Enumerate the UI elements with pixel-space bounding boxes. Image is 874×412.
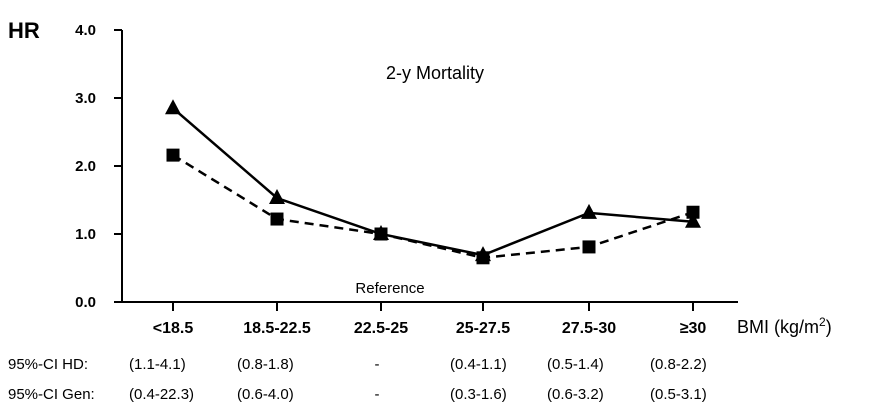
ci-cell: (0.3-1.6) bbox=[450, 386, 507, 403]
y-tick-label: 4.0 bbox=[75, 22, 96, 39]
ci-cell: (0.8-1.8) bbox=[237, 356, 294, 373]
ci-cell: (0.4-22.3) bbox=[129, 386, 194, 403]
square-point bbox=[166, 148, 180, 162]
x-tick-label: 18.5-22.5 bbox=[243, 320, 311, 337]
ci-cell: (0.6-4.0) bbox=[237, 386, 294, 403]
triangle-point bbox=[581, 203, 597, 219]
square-point bbox=[476, 251, 490, 265]
square-point bbox=[374, 227, 388, 241]
triangle-point bbox=[685, 212, 701, 228]
ci-cell: (0.8-2.2) bbox=[650, 356, 707, 373]
y-tick-label: 1.0 bbox=[75, 226, 96, 243]
chart-title: 2-y Mortality bbox=[386, 63, 484, 83]
ci-cell: (0.6-3.2) bbox=[547, 386, 604, 403]
x-tick-label: ≥30 bbox=[680, 320, 707, 337]
ci-cell: - bbox=[375, 386, 380, 403]
ci-table: 95%-CI HD: (1.1-4.1) (0.8-1.8) - (0.4-1.1) (0… bbox=[8, 356, 707, 403]
ci-cell: (0.4-1.1) bbox=[450, 356, 507, 373]
series-layer bbox=[165, 99, 701, 265]
x-tick-label: 27.5-30 bbox=[562, 320, 616, 337]
y-ticks: 0.0 1.0 2.0 3.0 4.0 bbox=[75, 22, 122, 311]
y-axis-label: HR bbox=[8, 18, 40, 43]
square-point bbox=[582, 240, 596, 254]
y-tick-label: 0.0 bbox=[75, 294, 96, 311]
x-tick-label: <18.5 bbox=[153, 320, 194, 337]
reference-annotation: Reference bbox=[355, 280, 424, 297]
triangle-point bbox=[269, 188, 285, 204]
x-ticks: <18.5 18.5-22.5 22.5-25 25-27.5 27.5-30 ≥30 bbox=[153, 302, 707, 337]
ci-cell: (1.1-4.1) bbox=[129, 356, 186, 373]
x-tick-label: 22.5-25 bbox=[354, 320, 408, 337]
ci-cell: (0.5-1.4) bbox=[547, 356, 604, 373]
square-point bbox=[686, 205, 700, 219]
ci-row-label: 95%-CI HD: bbox=[8, 356, 88, 373]
y-tick-label: 2.0 bbox=[75, 158, 96, 175]
series-line-triangle bbox=[172, 107, 694, 257]
x-axis-label: BMI (kg/m2) bbox=[737, 315, 832, 337]
x-tick-label: 25-27.5 bbox=[456, 320, 510, 337]
series-line-square bbox=[172, 154, 694, 260]
triangle-point bbox=[165, 99, 181, 115]
square-point bbox=[270, 212, 284, 226]
ci-cell: (0.5-3.1) bbox=[650, 386, 707, 403]
y-tick-label: 3.0 bbox=[75, 90, 96, 107]
ci-cell: - bbox=[375, 356, 380, 373]
ci-row-label: 95%-CI Gen: bbox=[8, 386, 95, 403]
